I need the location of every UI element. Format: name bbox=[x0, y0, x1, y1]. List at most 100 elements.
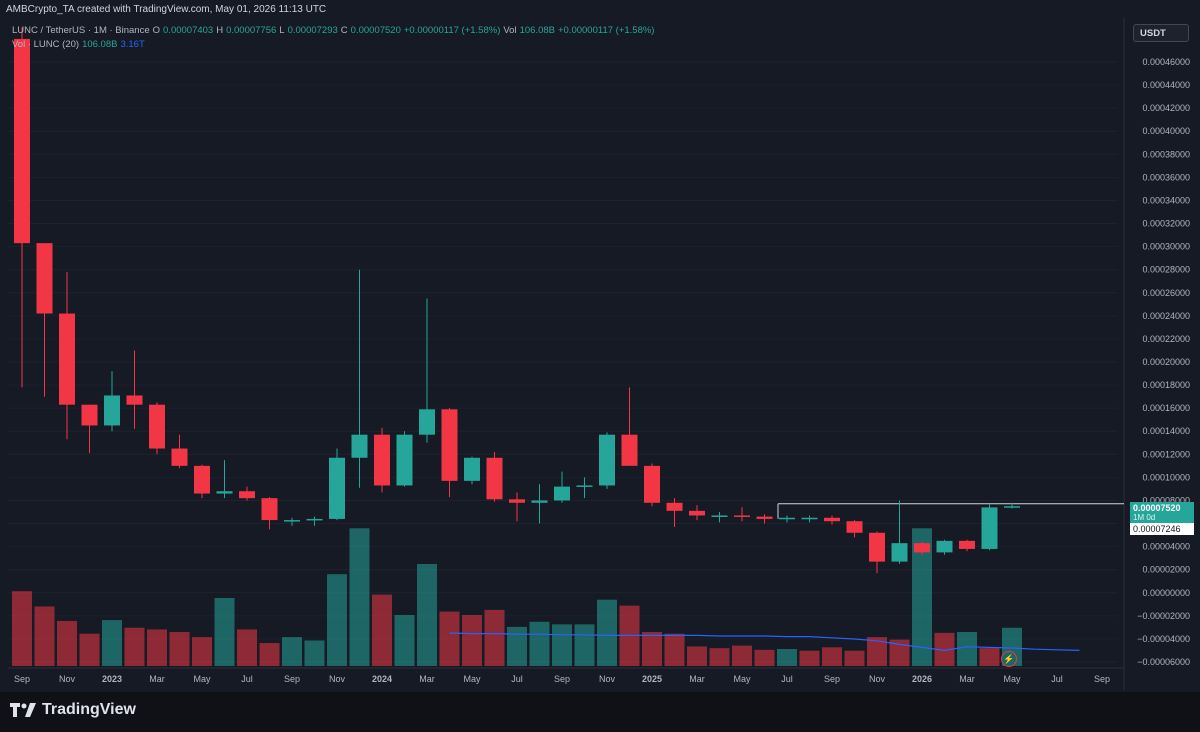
lightning-icon[interactable]: ⚡ bbox=[1001, 651, 1017, 667]
currency-unit-button[interactable]: USDT bbox=[1133, 24, 1189, 42]
volume-bar bbox=[394, 615, 415, 666]
volume-bar bbox=[732, 645, 752, 666]
chart-frame[interactable]: 0.00046000 0.00044000 0.00042000 0.00040000… bbox=[8, 18, 1194, 690]
volume-bar bbox=[372, 594, 392, 666]
x-axis-tick-label: Jul bbox=[511, 674, 523, 684]
close-label: C bbox=[340, 25, 348, 36]
y-axis-tick-label: 0.00008000 bbox=[1142, 495, 1190, 505]
candle-body[interactable] bbox=[81, 404, 98, 426]
volume-bar bbox=[304, 640, 325, 666]
tradingview-brand-name: TradingView bbox=[42, 701, 136, 718]
candle-body[interactable] bbox=[464, 457, 480, 481]
y-axis-tick-label: −0.00006000 bbox=[1137, 657, 1190, 667]
x-axis-tick-label: Sep bbox=[824, 674, 840, 684]
candle-body[interactable] bbox=[531, 500, 548, 503]
candle-body[interactable] bbox=[756, 516, 773, 519]
candle-body[interactable] bbox=[441, 409, 458, 481]
y-axis-tick-label: 0.00028000 bbox=[1142, 265, 1190, 275]
candle-body[interactable] bbox=[644, 465, 660, 503]
candle-body[interactable] bbox=[576, 485, 593, 487]
candle-body[interactable] bbox=[171, 448, 188, 466]
volume-bar bbox=[507, 626, 527, 666]
x-axis-tick-label: May bbox=[193, 674, 211, 684]
candle-body[interactable] bbox=[306, 518, 323, 521]
volume-bar bbox=[237, 629, 257, 666]
candle-body[interactable] bbox=[711, 515, 728, 517]
symbol-label[interactable]: LUNC / TetherUS · 1M · Binance bbox=[12, 25, 150, 36]
candle-body[interactable] bbox=[509, 499, 525, 503]
candle-body[interactable] bbox=[486, 457, 503, 500]
x-axis-tick-label: 2023 bbox=[102, 674, 122, 684]
volume-bar bbox=[979, 648, 1000, 666]
candle-body[interactable] bbox=[734, 515, 750, 517]
candle-body[interactable] bbox=[599, 434, 615, 486]
candle-body[interactable] bbox=[351, 434, 368, 458]
candle-body[interactable] bbox=[801, 517, 818, 520]
x-axis-tick-label: Mar bbox=[959, 674, 975, 684]
y-axis-tick-label: 0.00040000 bbox=[1142, 126, 1190, 136]
volume-bar bbox=[574, 624, 595, 666]
low-value: 0.00007293 bbox=[287, 25, 338, 36]
volume-bar bbox=[192, 637, 212, 666]
candle-body[interactable] bbox=[959, 540, 975, 549]
candle-body[interactable] bbox=[104, 395, 120, 426]
candle-body[interactable] bbox=[936, 540, 953, 553]
candle-body[interactable] bbox=[666, 502, 683, 511]
x-axis-tick-label: Sep bbox=[1094, 674, 1110, 684]
vol-label: Vol bbox=[503, 25, 517, 36]
volume-bar bbox=[934, 632, 955, 666]
volume-bar bbox=[259, 643, 280, 666]
candle-body[interactable] bbox=[396, 434, 413, 486]
volume-bar bbox=[597, 599, 617, 666]
candle-body[interactable] bbox=[59, 313, 75, 405]
candle-body[interactable] bbox=[36, 243, 53, 314]
volume-indicator-label[interactable]: Vol · LUNC (20) bbox=[12, 39, 80, 50]
candle-body[interactable] bbox=[374, 434, 390, 486]
y-axis-tick-label: 0.00042000 bbox=[1142, 103, 1190, 113]
candle-body[interactable] bbox=[554, 486, 570, 501]
y-axis-tick-label: 0.00010000 bbox=[1142, 472, 1190, 482]
open-value: 0.00007403 bbox=[163, 25, 214, 36]
vol-change-value: +0.00000117 (+1.58%) bbox=[557, 25, 655, 36]
y-axis-tick-label: 0.00030000 bbox=[1142, 242, 1190, 252]
candle-body[interactable] bbox=[779, 517, 795, 520]
candle-body[interactable] bbox=[914, 543, 930, 553]
candle-body[interactable] bbox=[216, 491, 233, 494]
candle-body[interactable] bbox=[846, 521, 863, 533]
candle-body[interactable] bbox=[1004, 506, 1020, 508]
volume-ma-line bbox=[449, 632, 1080, 652]
y-axis-tick-label: 0.00038000 bbox=[1142, 149, 1190, 159]
low-label: L bbox=[279, 25, 285, 36]
volume-bar bbox=[12, 591, 32, 666]
y-axis-tick-label: 0.00032000 bbox=[1142, 219, 1190, 229]
candle-body[interactable] bbox=[981, 507, 998, 549]
current-price-tag: 0.00007520 1M 0d bbox=[1130, 502, 1194, 524]
candle-body[interactable] bbox=[284, 520, 300, 522]
candle-body[interactable] bbox=[239, 491, 255, 499]
x-axis-tick-label: 2024 bbox=[372, 674, 392, 684]
volume-bar bbox=[912, 528, 932, 666]
candle-body[interactable] bbox=[891, 543, 908, 562]
candle-body[interactable] bbox=[419, 409, 435, 435]
candle-body[interactable] bbox=[689, 510, 705, 516]
candle-body[interactable] bbox=[126, 395, 143, 405]
footer-bar bbox=[0, 692, 1200, 732]
candle-body[interactable] bbox=[149, 404, 165, 449]
y-axis-tick-label: 0.00004000 bbox=[1142, 542, 1190, 552]
created-line: AMBCrypto_TA created with TradingView.co… bbox=[6, 4, 327, 15]
candle-body[interactable] bbox=[869, 532, 885, 562]
candle-body[interactable] bbox=[14, 38, 30, 244]
candlestick-chart[interactable]: 0.00046000 0.00044000 0.00042000 0.00040000… bbox=[8, 18, 1194, 690]
y-axis-tick-label: 0.00044000 bbox=[1142, 80, 1190, 90]
volume-bar bbox=[529, 621, 550, 666]
volume-indicator-value: 106.08B bbox=[82, 39, 118, 50]
candle-body[interactable] bbox=[621, 434, 638, 466]
candle-body[interactable] bbox=[261, 498, 278, 521]
x-axis-tick-label: Nov bbox=[599, 674, 616, 684]
candle-body[interactable] bbox=[329, 457, 345, 519]
y-axis-tick-label: 0.00018000 bbox=[1142, 380, 1190, 390]
horizontal-line-price-tag: 0.00007246 bbox=[1130, 523, 1194, 535]
volume-bar bbox=[822, 647, 842, 666]
candle-body[interactable] bbox=[824, 517, 840, 522]
candle-body[interactable] bbox=[194, 465, 210, 494]
